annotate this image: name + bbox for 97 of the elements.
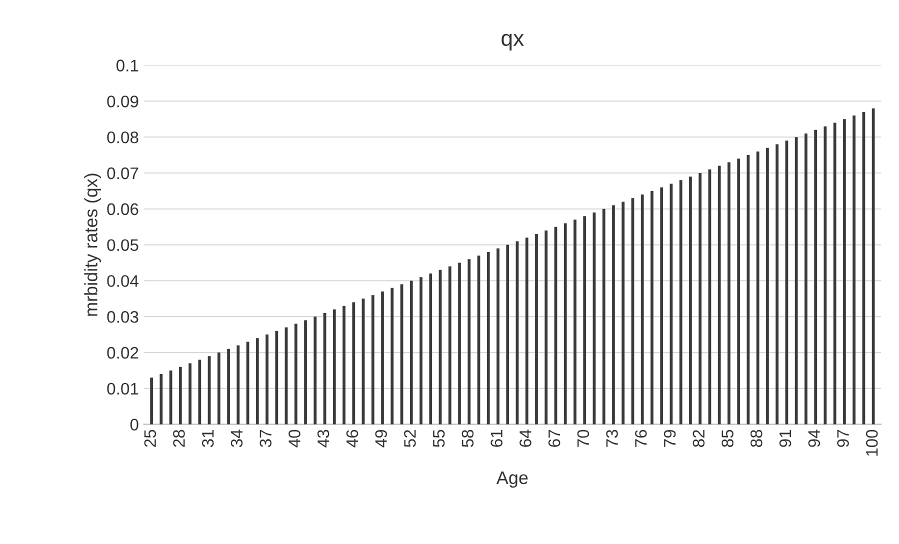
- y-tick-label: 0.07: [107, 167, 138, 180]
- bar: [160, 374, 163, 424]
- x-tick-label: 46: [346, 430, 358, 448]
- bar: [314, 316, 317, 424]
- bar: [448, 266, 452, 424]
- bar: [852, 116, 856, 424]
- bar: [294, 324, 298, 424]
- bar: [602, 208, 606, 424]
- y-tick-label: 0.04: [107, 275, 138, 287]
- x-tick-label: 40: [288, 430, 300, 448]
- bar: [640, 194, 644, 424]
- bar: [564, 223, 567, 424]
- x-tick-label: 97: [837, 430, 849, 447]
- bar: [381, 291, 384, 424]
- bar: [352, 302, 356, 424]
- bar: [332, 309, 336, 424]
- bar: [698, 172, 702, 424]
- bar: [178, 366, 182, 424]
- x-tick-label: 58: [462, 430, 474, 448]
- bar: [266, 334, 268, 424]
- y-tick-label: 0: [130, 418, 138, 431]
- bar: [794, 137, 798, 424]
- y-tick-label: 0.08: [107, 131, 138, 144]
- x-tick-label: 73: [606, 430, 618, 447]
- bar: [756, 151, 760, 424]
- x-tick-label: 64: [520, 430, 532, 447]
- bar: [342, 306, 346, 424]
- y-tick-label: 0.1: [116, 60, 138, 72]
- bar: [468, 259, 471, 424]
- y-tick-label: 0.09: [107, 96, 138, 108]
- bar: [612, 205, 615, 424]
- x-axis-title: Age: [496, 472, 528, 488]
- bar: [535, 234, 538, 424]
- bar: [804, 134, 808, 424]
- x-tick-label: 61: [490, 430, 502, 447]
- x-tick-label: 31: [202, 430, 214, 448]
- bar: [737, 158, 740, 424]
- bar: [410, 280, 413, 424]
- x-tick-label: 52: [404, 430, 416, 448]
- bar: [496, 248, 500, 424]
- bar: [525, 238, 528, 424]
- x-tick-label: 79: [664, 430, 676, 447]
- bar: [420, 277, 422, 424]
- x-tick-label: 43: [317, 430, 330, 448]
- bar: [390, 288, 394, 424]
- bar: [679, 180, 682, 424]
- y-tick-label: 0.02: [107, 346, 138, 359]
- x-tick-label: 91: [779, 430, 792, 447]
- x-tick-label: 37: [260, 430, 272, 448]
- x-tick-label: 94: [808, 430, 820, 447]
- x-tick-label: 49: [375, 430, 387, 448]
- bar: [371, 295, 374, 424]
- bar: [843, 119, 846, 424]
- bar: [718, 166, 721, 424]
- bar: [506, 244, 510, 424]
- y-tick-label: 0.06: [107, 203, 138, 216]
- chart-title: qx: [502, 34, 524, 50]
- bar: [198, 360, 202, 424]
- bar: [776, 144, 779, 424]
- bar: [872, 108, 875, 424]
- bar: [236, 345, 240, 424]
- bar: [188, 363, 192, 424]
- x-tick-label: 34: [230, 430, 243, 448]
- bar: [650, 190, 654, 424]
- bar: [217, 352, 220, 424]
- bar: [766, 148, 769, 424]
- x-tick-label: 100: [866, 430, 878, 456]
- bar: [227, 348, 230, 424]
- bar: [275, 330, 278, 424]
- bar: [622, 202, 625, 424]
- y-axis-title: mrbidity rates (qx): [84, 174, 101, 316]
- bar: [833, 122, 836, 424]
- bar: [814, 130, 818, 424]
- bar: [256, 338, 259, 424]
- bar: [728, 162, 730, 424]
- bar: [458, 262, 461, 424]
- bar: [583, 216, 586, 424]
- x-tick-label: 67: [548, 430, 560, 447]
- x-tick-label: 25: [144, 430, 156, 447]
- bar: [486, 252, 490, 424]
- x-tick-label: 55: [433, 430, 445, 448]
- bar: [429, 274, 432, 424]
- bar: [304, 320, 307, 424]
- bar: [574, 220, 576, 424]
- x-tick-label: 76: [635, 430, 647, 447]
- y-tick-label: 0.05: [107, 239, 138, 252]
- bar: [660, 187, 664, 424]
- x-tick-label: 70: [577, 430, 590, 447]
- bar: [150, 378, 153, 424]
- x-tick-label: 85: [722, 430, 734, 447]
- x-tick-label: 28: [173, 430, 185, 447]
- x-tick-label: 88: [750, 430, 762, 447]
- bar: [544, 230, 548, 424]
- bar: [689, 176, 692, 424]
- x-tick-label: 82: [692, 430, 705, 447]
- y-tick-label: 0.03: [107, 311, 138, 323]
- y-tick-label: 0.01: [107, 382, 138, 395]
